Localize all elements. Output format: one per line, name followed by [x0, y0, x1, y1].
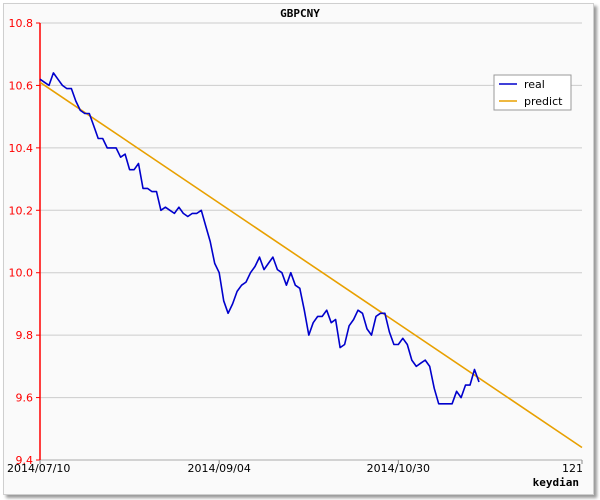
grid-lines — [40, 22, 582, 399]
x-tick-label: 2014/10/30 — [367, 462, 430, 475]
y-tick-label: 9.8 — [16, 329, 34, 342]
legend: real predict — [493, 74, 572, 111]
y-axis-ticks: 9.4 9.6 9.8 10.0 10.2 10.4 10.6 10.8 — [9, 17, 40, 467]
y-tick-label: 10.2 — [9, 204, 34, 217]
y-tick-label: 9.4 — [16, 454, 34, 467]
y-tick-label: 10.6 — [9, 79, 34, 92]
y-tick-label: 9.6 — [16, 392, 34, 405]
series-line-real — [39, 72, 480, 405]
x-tick-label: 2014/09/04 — [187, 462, 250, 475]
x-axis-label: keydian — [533, 476, 579, 489]
x-tick-label: 121 — [562, 462, 583, 475]
x-tick-label: 2014/07/10 — [7, 462, 70, 475]
y-tick-label: 10.4 — [9, 142, 34, 155]
chart-title: GBPCNY — [280, 7, 320, 20]
series-lines — [39, 72, 583, 449]
y-tick-label: 10.0 — [9, 267, 34, 280]
legend-label-predict: predict — [524, 95, 563, 108]
legend-label-real: real — [524, 78, 545, 91]
series-line-predict — [39, 81, 583, 449]
legend-box — [493, 74, 572, 111]
x-axis-ticks: 2014/07/10 2014/09/04 2014/10/30 121 — [7, 460, 583, 475]
y-tick-label: 10.8 — [9, 17, 34, 30]
